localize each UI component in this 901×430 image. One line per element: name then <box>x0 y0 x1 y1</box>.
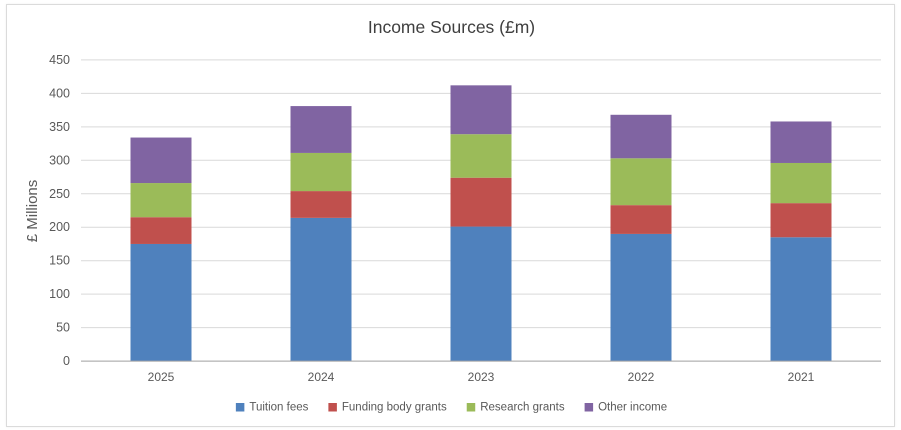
svg-text:100: 100 <box>49 287 70 301</box>
svg-text:2021: 2021 <box>788 370 815 384</box>
svg-text:Research grants: Research grants <box>480 402 565 414</box>
svg-text:350: 350 <box>49 120 70 134</box>
svg-text:Tuition fees: Tuition fees <box>249 402 308 414</box>
svg-text:150: 150 <box>49 254 70 268</box>
svg-text:0: 0 <box>63 354 70 368</box>
svg-text:400: 400 <box>49 86 70 100</box>
svg-text:200: 200 <box>49 220 70 234</box>
svg-text:£ Millions: £ Millions <box>24 180 41 243</box>
svg-text:250: 250 <box>49 187 70 201</box>
svg-text:2022: 2022 <box>628 370 655 384</box>
svg-text:2025: 2025 <box>148 370 175 384</box>
svg-text:2023: 2023 <box>468 370 495 384</box>
svg-text:300: 300 <box>49 153 70 167</box>
svg-text:50: 50 <box>56 321 70 335</box>
svg-text:Other income: Other income <box>598 402 667 414</box>
svg-text:2024: 2024 <box>308 370 335 384</box>
svg-text:450: 450 <box>49 53 70 67</box>
svg-text:Funding body grants: Funding body grants <box>342 402 447 414</box>
